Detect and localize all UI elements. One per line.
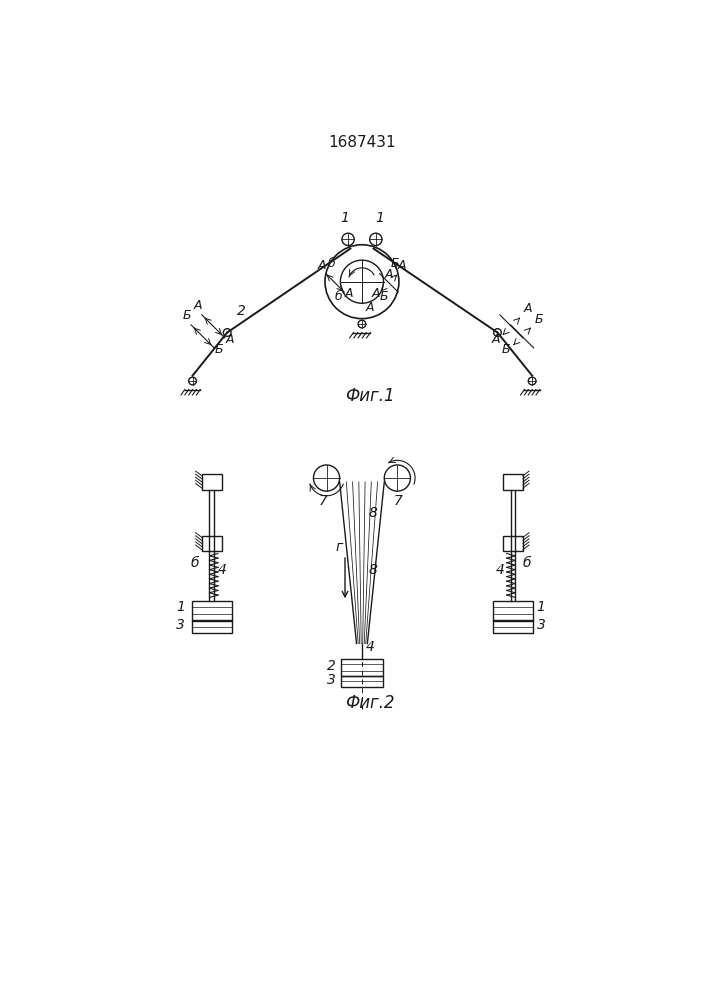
Text: А: А xyxy=(193,299,201,312)
Bar xyxy=(493,601,533,620)
Bar xyxy=(201,474,222,490)
Bar xyxy=(493,620,533,633)
Text: А: А xyxy=(318,259,327,272)
Text: А: А xyxy=(344,287,353,300)
Text: 1: 1 xyxy=(176,600,185,614)
Bar xyxy=(341,659,383,676)
Text: 8: 8 xyxy=(368,506,377,520)
Bar xyxy=(192,620,232,633)
Text: б: б xyxy=(335,290,343,303)
Text: 3: 3 xyxy=(537,618,546,632)
Text: 7: 7 xyxy=(319,494,328,508)
Text: г: г xyxy=(336,540,343,554)
Text: Б: Б xyxy=(534,313,543,326)
Text: Фиг.2: Фиг.2 xyxy=(345,694,395,712)
Text: б: б xyxy=(190,556,199,570)
Text: А: А xyxy=(524,302,532,316)
Text: А: А xyxy=(491,333,500,346)
Text: Б: Б xyxy=(390,257,399,270)
Text: А: А xyxy=(366,301,374,314)
Text: 7: 7 xyxy=(394,494,402,508)
Text: Б: Б xyxy=(502,343,510,356)
Text: б: б xyxy=(522,556,531,570)
Text: А: А xyxy=(398,259,407,272)
Text: 4: 4 xyxy=(496,563,505,577)
Text: Фиг.1: Фиг.1 xyxy=(345,387,395,405)
Bar xyxy=(503,536,523,551)
Text: А: А xyxy=(372,287,380,300)
Text: 4: 4 xyxy=(218,563,227,577)
Text: Б: Б xyxy=(215,343,223,356)
Text: 8: 8 xyxy=(368,563,377,577)
Bar xyxy=(503,474,523,490)
Text: 1: 1 xyxy=(537,600,546,614)
Bar xyxy=(192,601,232,620)
Text: 2: 2 xyxy=(236,304,245,318)
Text: 2: 2 xyxy=(327,659,336,673)
Text: Б: Б xyxy=(182,309,191,322)
Text: 3: 3 xyxy=(327,673,336,687)
Bar xyxy=(201,536,222,551)
Text: 1: 1 xyxy=(340,211,349,225)
Text: 4: 4 xyxy=(366,640,375,654)
Text: 3: 3 xyxy=(176,618,185,632)
Text: 1: 1 xyxy=(376,211,385,225)
Text: А: А xyxy=(226,333,234,346)
Text: Б: Б xyxy=(380,290,388,303)
Text: 1687431: 1687431 xyxy=(328,135,396,150)
Text: б: б xyxy=(327,257,335,270)
Bar xyxy=(341,676,383,687)
Text: А: А xyxy=(385,268,394,281)
